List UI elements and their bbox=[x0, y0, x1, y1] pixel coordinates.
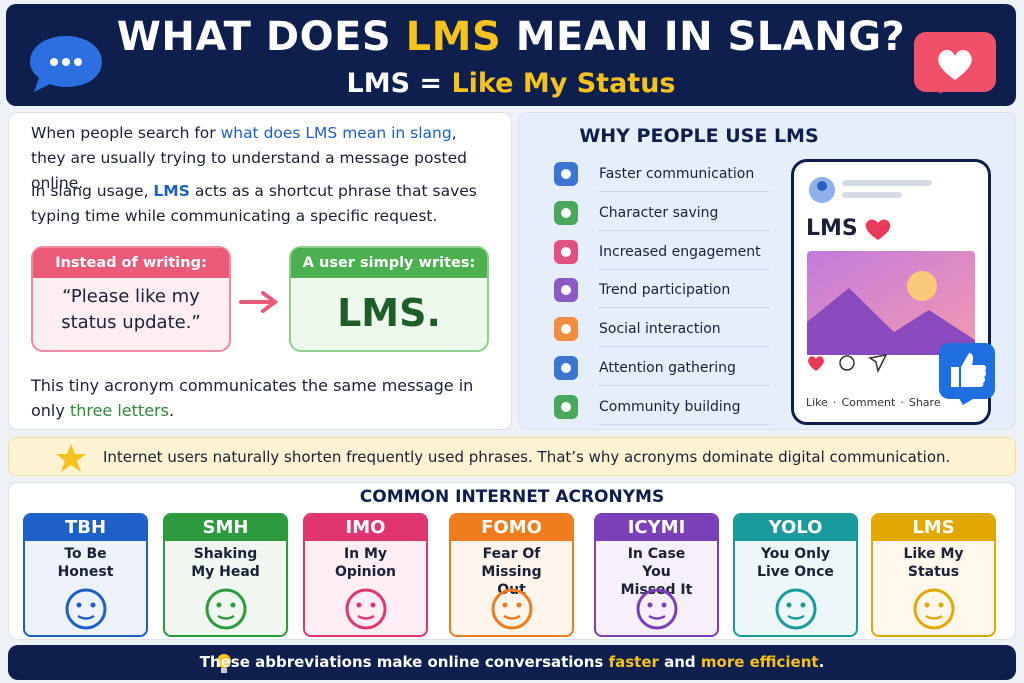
acronym-meaning: You Only Live Once bbox=[757, 546, 834, 580]
bubble-text: LMS. bbox=[337, 291, 441, 335]
title-text: MEAN IN SLANG? bbox=[501, 14, 906, 60]
acronym: FOMO bbox=[451, 515, 572, 541]
text: , they are usually trying to understand … bbox=[31, 124, 467, 192]
why-item: Trend participation bbox=[599, 272, 769, 309]
acronym-icon bbox=[205, 588, 246, 630]
acronym-icon bbox=[345, 588, 386, 630]
banner-text: Internet users naturally shorten frequen… bbox=[103, 448, 951, 466]
post-action: Comment bbox=[841, 396, 896, 409]
acronym-card: SMH Shaking My Head bbox=[163, 513, 288, 637]
acronyms-panel: COMMON INTERNET ACRONYMS TBH To Be Honest… bbox=[8, 482, 1016, 640]
acronym-card: IMO In My Opinion bbox=[303, 513, 428, 637]
bubble-text: “Please like my status update.” bbox=[61, 286, 201, 333]
text: This tiny acronym communicates the same … bbox=[31, 376, 474, 420]
why-icon bbox=[554, 317, 578, 342]
post-actions: Like · Comment · Share bbox=[806, 396, 941, 409]
text: These abbreviations make online conversa… bbox=[199, 653, 609, 671]
highlight: LMS bbox=[153, 182, 190, 200]
footer-text: These abbreviations make online conversa… bbox=[8, 645, 1016, 680]
why-icon bbox=[554, 394, 578, 419]
highlight: more efficient bbox=[700, 653, 819, 671]
paragraph: When people search for what does LMS mea… bbox=[31, 121, 491, 196]
star-icon bbox=[56, 444, 86, 472]
text: acts as a shortcut phrase that saves typ… bbox=[31, 182, 477, 225]
section-title: COMMON INTERNET ACRONYMS bbox=[359, 487, 665, 507]
title-text: WHAT DOES bbox=[116, 14, 406, 60]
bubble-label: Instead of writing: bbox=[33, 248, 229, 278]
text: When people search for bbox=[31, 124, 221, 142]
why-item: Attention gathering bbox=[599, 350, 769, 386]
thumbs-up-icon bbox=[939, 343, 995, 405]
highlight: what does LMS mean in slang bbox=[220, 124, 452, 142]
banner: Internet users naturally shorten frequen… bbox=[8, 437, 1016, 476]
acronym-icon bbox=[913, 588, 954, 630]
acronym-meaning: Like My Status bbox=[903, 546, 964, 580]
section-title: WHY PEOPLE USE LMS bbox=[579, 125, 819, 147]
intro-panel: When people search for what does LMS mea… bbox=[8, 112, 512, 430]
bubble-label: A user simply writes: bbox=[291, 248, 487, 278]
why-icon bbox=[554, 278, 578, 303]
acronym: LMS bbox=[873, 515, 994, 541]
arrow bbox=[239, 291, 279, 313]
subtitle-text: LMS = bbox=[346, 68, 452, 99]
post-text: LMS bbox=[806, 216, 858, 241]
acronym-meaning: In Case You Missed It bbox=[620, 546, 693, 598]
text: In slang usage, bbox=[31, 182, 154, 200]
text: . bbox=[168, 401, 175, 420]
why-item: Community building bbox=[599, 389, 769, 425]
paragraph: In slang usage, LMS acts as a shortcut p… bbox=[31, 179, 491, 229]
acronym-icon bbox=[775, 588, 816, 630]
paragraph: This tiny acronym communicates the same … bbox=[31, 373, 491, 423]
acronym-meaning: To Be Honest bbox=[57, 546, 114, 580]
post-action: Like bbox=[806, 396, 828, 409]
why-item: Character saving bbox=[599, 195, 769, 231]
acronym: YOLO bbox=[735, 515, 856, 541]
acronym-icon bbox=[636, 588, 677, 630]
acronym: IMO bbox=[305, 515, 426, 541]
header: WHAT DOES LMS MEAN IN SLANG? LMS = Like … bbox=[6, 4, 1016, 106]
separator-dot: · bbox=[832, 396, 837, 409]
acronym-card: TBH To Be Honest bbox=[23, 513, 148, 637]
acronym-card: YOLO You Only Live Once bbox=[733, 513, 858, 637]
acronym: TBH bbox=[25, 515, 146, 541]
why-icon bbox=[554, 356, 578, 380]
why-item: Social interaction bbox=[599, 311, 769, 348]
highlight: faster bbox=[608, 653, 659, 671]
why-icon bbox=[554, 239, 578, 264]
text: . bbox=[818, 653, 825, 671]
why-icon bbox=[554, 162, 578, 186]
acronym-meaning: In My Opinion bbox=[334, 546, 397, 580]
why-icon bbox=[554, 200, 578, 225]
title-highlight: LMS bbox=[405, 14, 502, 60]
subtitle-highlight: Like My Status bbox=[451, 68, 676, 99]
acronym: ICYMI bbox=[596, 515, 717, 541]
chat-icon bbox=[30, 36, 102, 92]
instead-bubble: Instead of writing: “Please like my stat… bbox=[31, 246, 231, 352]
footer: These abbreviations make online conversa… bbox=[8, 645, 1016, 680]
bulb-icon bbox=[217, 654, 231, 673]
acronym-meaning: Shaking My Head bbox=[191, 546, 260, 580]
acronym: SMH bbox=[165, 515, 286, 541]
acronym-card: ICYMI In Case You Missed It bbox=[594, 513, 719, 637]
post-action: Share bbox=[908, 396, 941, 409]
why-panel: WHY PEOPLE USE LMS Faster communication C… bbox=[518, 112, 1016, 430]
why-item: Increased engagement bbox=[599, 234, 769, 270]
text: and bbox=[658, 653, 701, 671]
acronym-meaning: Fear Of Missing Out bbox=[481, 546, 542, 598]
highlight: three letters bbox=[69, 401, 169, 420]
post-graphics bbox=[807, 177, 975, 374]
title: WHAT DOES LMS MEAN IN SLANG? bbox=[6, 14, 1016, 60]
acronym-icon bbox=[65, 588, 106, 630]
writes-bubble: A user simply writes: LMS. bbox=[289, 246, 489, 352]
why-item: Faster communication bbox=[599, 156, 769, 192]
acronym-card: FOMO Fear Of Missing Out bbox=[449, 513, 574, 637]
separator-dot: · bbox=[900, 396, 904, 409]
acronym-icon bbox=[491, 588, 532, 630]
subtitle: LMS = Like My Status bbox=[6, 68, 1016, 99]
heart-icon bbox=[914, 32, 996, 94]
acronym-card: LMS Like My Status bbox=[871, 513, 996, 637]
